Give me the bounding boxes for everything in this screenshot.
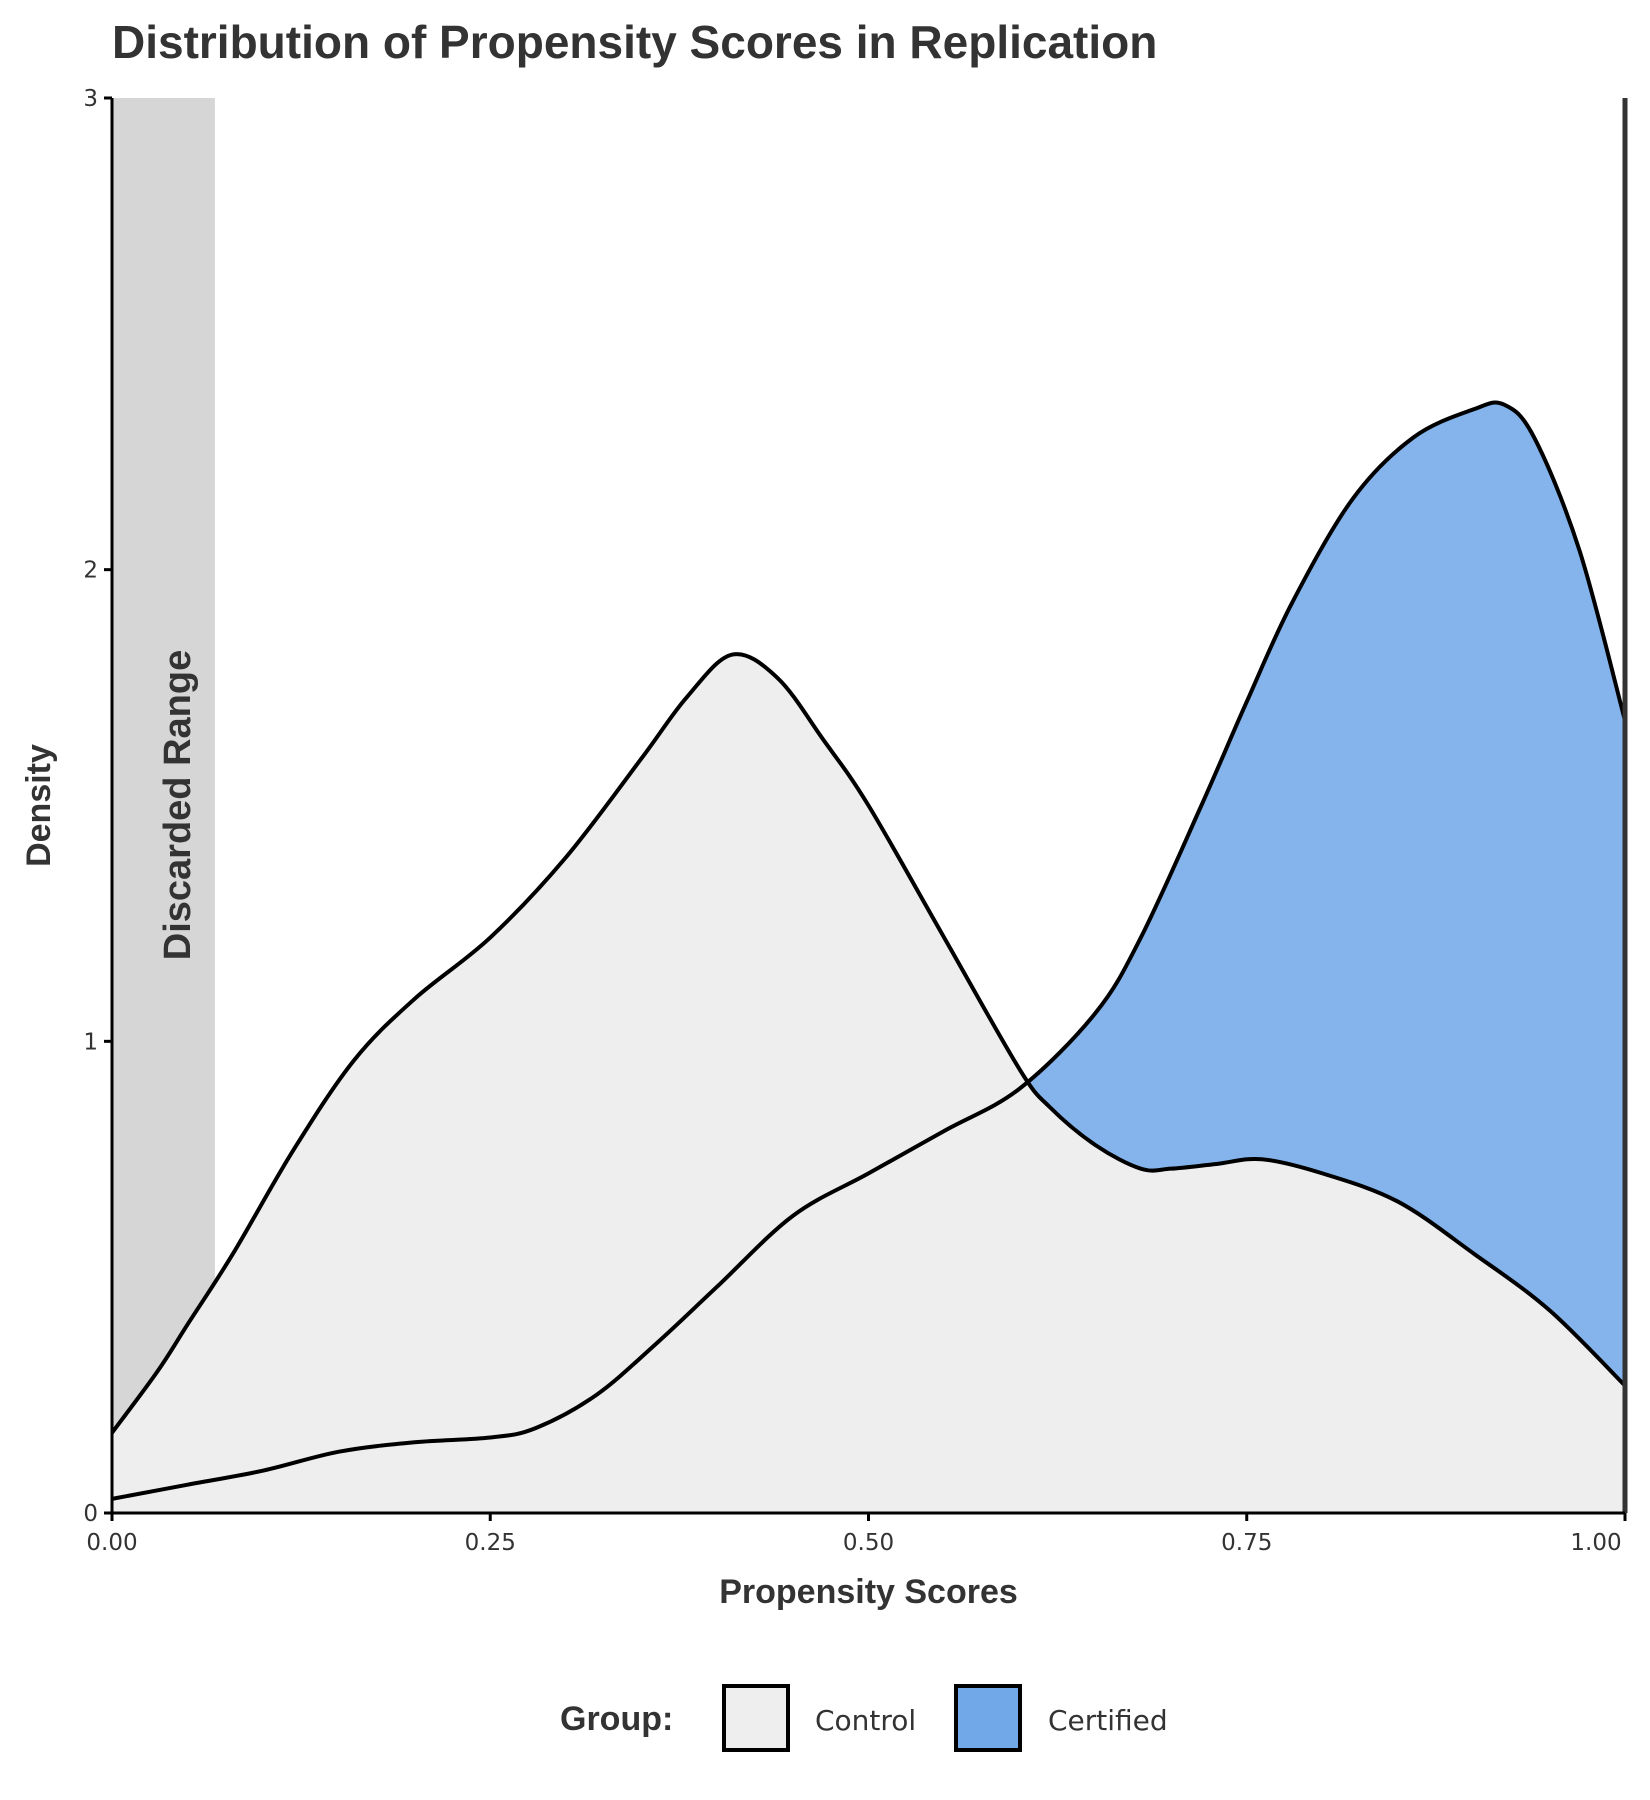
y-tick-label: 0 <box>83 1501 98 1527</box>
legend-swatch-control <box>722 1684 790 1752</box>
control-density-area <box>112 654 1625 1513</box>
axes: 0.00 0.25 0.50 0.75 1.00 0 1 2 3 Propensity Sco… <box>20 86 1627 1611</box>
chart-title: Distribution of Propensity Scores in Rep… <box>112 16 1157 68</box>
x-tick-label: 0.00 <box>86 1530 137 1556</box>
y-axis-ticks: 0 1 2 3 <box>83 86 112 1527</box>
x-tick-label: 0.50 <box>843 1530 894 1556</box>
y-tick-label: 1 <box>83 1029 98 1055</box>
plot-area: Discarded Range <box>110 98 1628 1513</box>
x-axis-title: Propensity Scores <box>719 1573 1018 1611</box>
x-tick-label: 0.75 <box>1221 1530 1272 1556</box>
control-density-line <box>110 652 1627 1435</box>
y-axis-title: Density <box>20 744 58 867</box>
discarded-range-label: Discarded Range <box>157 650 199 960</box>
y-tick-label: 3 <box>83 86 98 112</box>
legend-swatch-certified <box>954 1684 1022 1752</box>
legend-label-control: Control <box>815 1704 916 1737</box>
x-tick-label: 1.00 <box>1570 1530 1621 1556</box>
legend-title: Group: <box>560 1700 673 1738</box>
x-tick-label: 0.25 <box>465 1530 516 1556</box>
x-axis-ticks: 0.00 0.25 0.50 0.75 1.00 <box>86 1513 1627 1556</box>
discarded-range-band <box>112 98 215 1513</box>
legend-label-certified: Certified <box>1048 1704 1168 1737</box>
y-tick-label: 2 <box>83 558 98 584</box>
legend: Group: Control Certified <box>560 1684 1168 1752</box>
